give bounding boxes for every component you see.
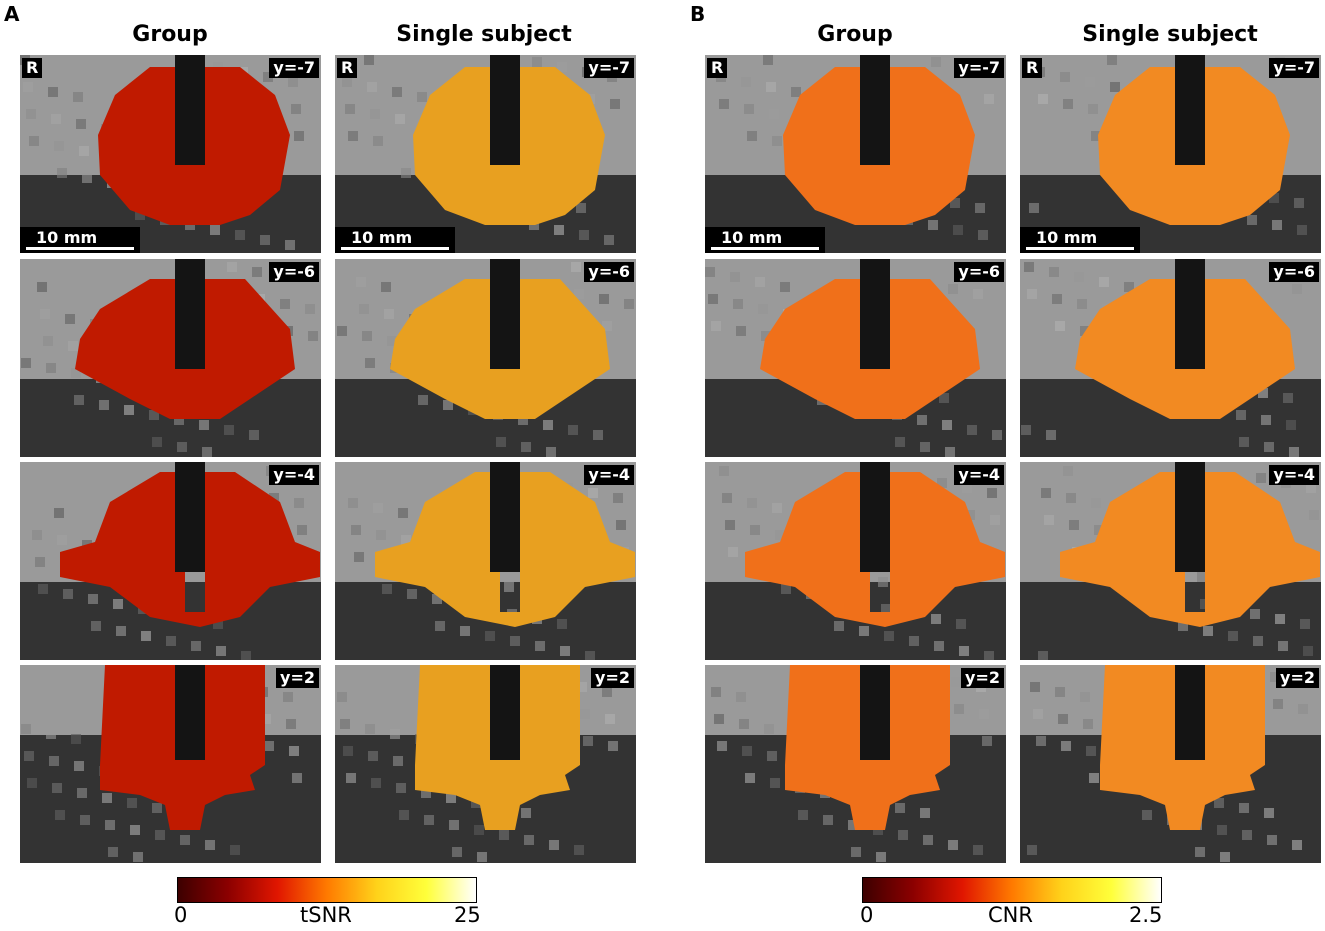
brain-slice-tile: y=-4 (1020, 462, 1321, 660)
mri-slice-image (705, 462, 1006, 660)
tsnr-overlay (745, 472, 1005, 627)
slice-position-label: y=2 (1276, 668, 1319, 688)
panel-b-letter: B (690, 2, 706, 26)
tsnr-overlay (60, 472, 320, 627)
brain-slice-tile: y=-7 R 10 mm (705, 55, 1006, 253)
mri-slice-image (705, 55, 1006, 253)
slice-position-label: y=-7 (1269, 58, 1319, 78)
scale-bar-line (26, 247, 134, 250)
mri-slice-image (20, 665, 321, 863)
orientation-label: R (337, 58, 358, 78)
mri-slice-image (20, 55, 321, 253)
colorbar-cnr-label: CNR (988, 903, 1033, 927)
brain-slice-tile: y=2 (20, 665, 321, 863)
panel-a-group-title: Group (132, 22, 208, 47)
scale-bar: 10 mm (1020, 227, 1140, 253)
mri-slice-image (1020, 462, 1321, 660)
mri-slice-image (335, 462, 636, 660)
tsnr-overlay (98, 67, 290, 225)
scale-bar: 10 mm (335, 227, 455, 253)
slice-position-label: y=-7 (584, 58, 634, 78)
mri-slice-image (705, 665, 1006, 863)
mri-slice-image (705, 259, 1006, 457)
brain-slice-tile: y=-7 R 10 mm (20, 55, 321, 253)
orientation-label: R (707, 58, 728, 78)
mri-slice-image (1020, 55, 1321, 253)
brain-slice-tile: y=-6 (705, 259, 1006, 457)
slice-position-label: y=-7 (954, 58, 1004, 78)
tsnr-overlay (1060, 472, 1320, 627)
slice-position-label: y=-4 (269, 465, 319, 485)
slice-position-label: y=-4 (1269, 465, 1319, 485)
scale-bar-label: 10 mm (351, 228, 413, 247)
panel-b-single-title: Single subject (1082, 22, 1258, 47)
scale-bar-line (341, 247, 449, 250)
colorbar-tsnr-max: 25 (454, 903, 481, 927)
mri-slice-image (335, 259, 636, 457)
panel-b-group-title: Group (817, 22, 893, 47)
colorbar-tsnr (177, 877, 477, 903)
brain-slice-tile: y=2 (705, 665, 1006, 863)
colorbar-tsnr-min: 0 (174, 903, 188, 927)
panel-a-single-title: Single subject (396, 22, 572, 47)
mri-slice-image (20, 259, 321, 457)
tsnr-overlay (783, 67, 975, 225)
brain-slice-tile: y=-6 (20, 259, 321, 457)
scale-bar: 10 mm (20, 227, 140, 253)
tsnr-overlay (1098, 67, 1290, 225)
brain-slice-tile: y=-6 (335, 259, 636, 457)
brain-slice-tile: y=-4 (705, 462, 1006, 660)
scale-bar-label: 10 mm (1036, 228, 1098, 247)
slice-position-label: y=-4 (584, 465, 634, 485)
brain-slice-tile: y=-6 (1020, 259, 1321, 457)
brain-slice-tile: y=-7 R 10 mm (335, 55, 636, 253)
scale-bar-line (1026, 247, 1134, 250)
mri-slice-image (1020, 665, 1321, 863)
slice-position-label: y=-4 (954, 465, 1004, 485)
brain-slice-tile: y=-4 (335, 462, 636, 660)
scale-bar-label: 10 mm (36, 228, 98, 247)
mri-slice-image (1020, 259, 1321, 457)
mri-slice-image (335, 55, 636, 253)
brain-slice-tile: y=2 (335, 665, 636, 863)
slice-position-label: y=-6 (1269, 262, 1319, 282)
orientation-label: R (22, 58, 43, 78)
orientation-label: R (1022, 58, 1043, 78)
slice-position-label: y=2 (276, 668, 319, 688)
scale-bar-line (711, 247, 819, 250)
tsnr-overlay (375, 472, 635, 627)
colorbar-cnr (862, 877, 1162, 903)
colorbar-tsnr-label: tSNR (300, 903, 352, 927)
colorbar-cnr-max: 2.5 (1129, 903, 1163, 927)
panel-a-letter: A (4, 2, 20, 26)
tsnr-overlay (413, 67, 605, 225)
slice-position-label: y=-6 (954, 262, 1004, 282)
slice-position-label: y=-7 (269, 58, 319, 78)
brain-slice-tile: y=-7 R 10 mm (1020, 55, 1321, 253)
brain-slice-tile: y=2 (1020, 665, 1321, 863)
slice-position-label: y=2 (961, 668, 1004, 688)
mri-slice-image (20, 462, 321, 660)
slice-position-label: y=-6 (269, 262, 319, 282)
brain-slice-tile: y=-4 (20, 462, 321, 660)
scale-bar-label: 10 mm (721, 228, 783, 247)
slice-position-label: y=2 (591, 668, 634, 688)
colorbar-cnr-min: 0 (860, 903, 874, 927)
slice-position-label: y=-6 (584, 262, 634, 282)
scale-bar: 10 mm (705, 227, 825, 253)
mri-slice-image (335, 665, 636, 863)
